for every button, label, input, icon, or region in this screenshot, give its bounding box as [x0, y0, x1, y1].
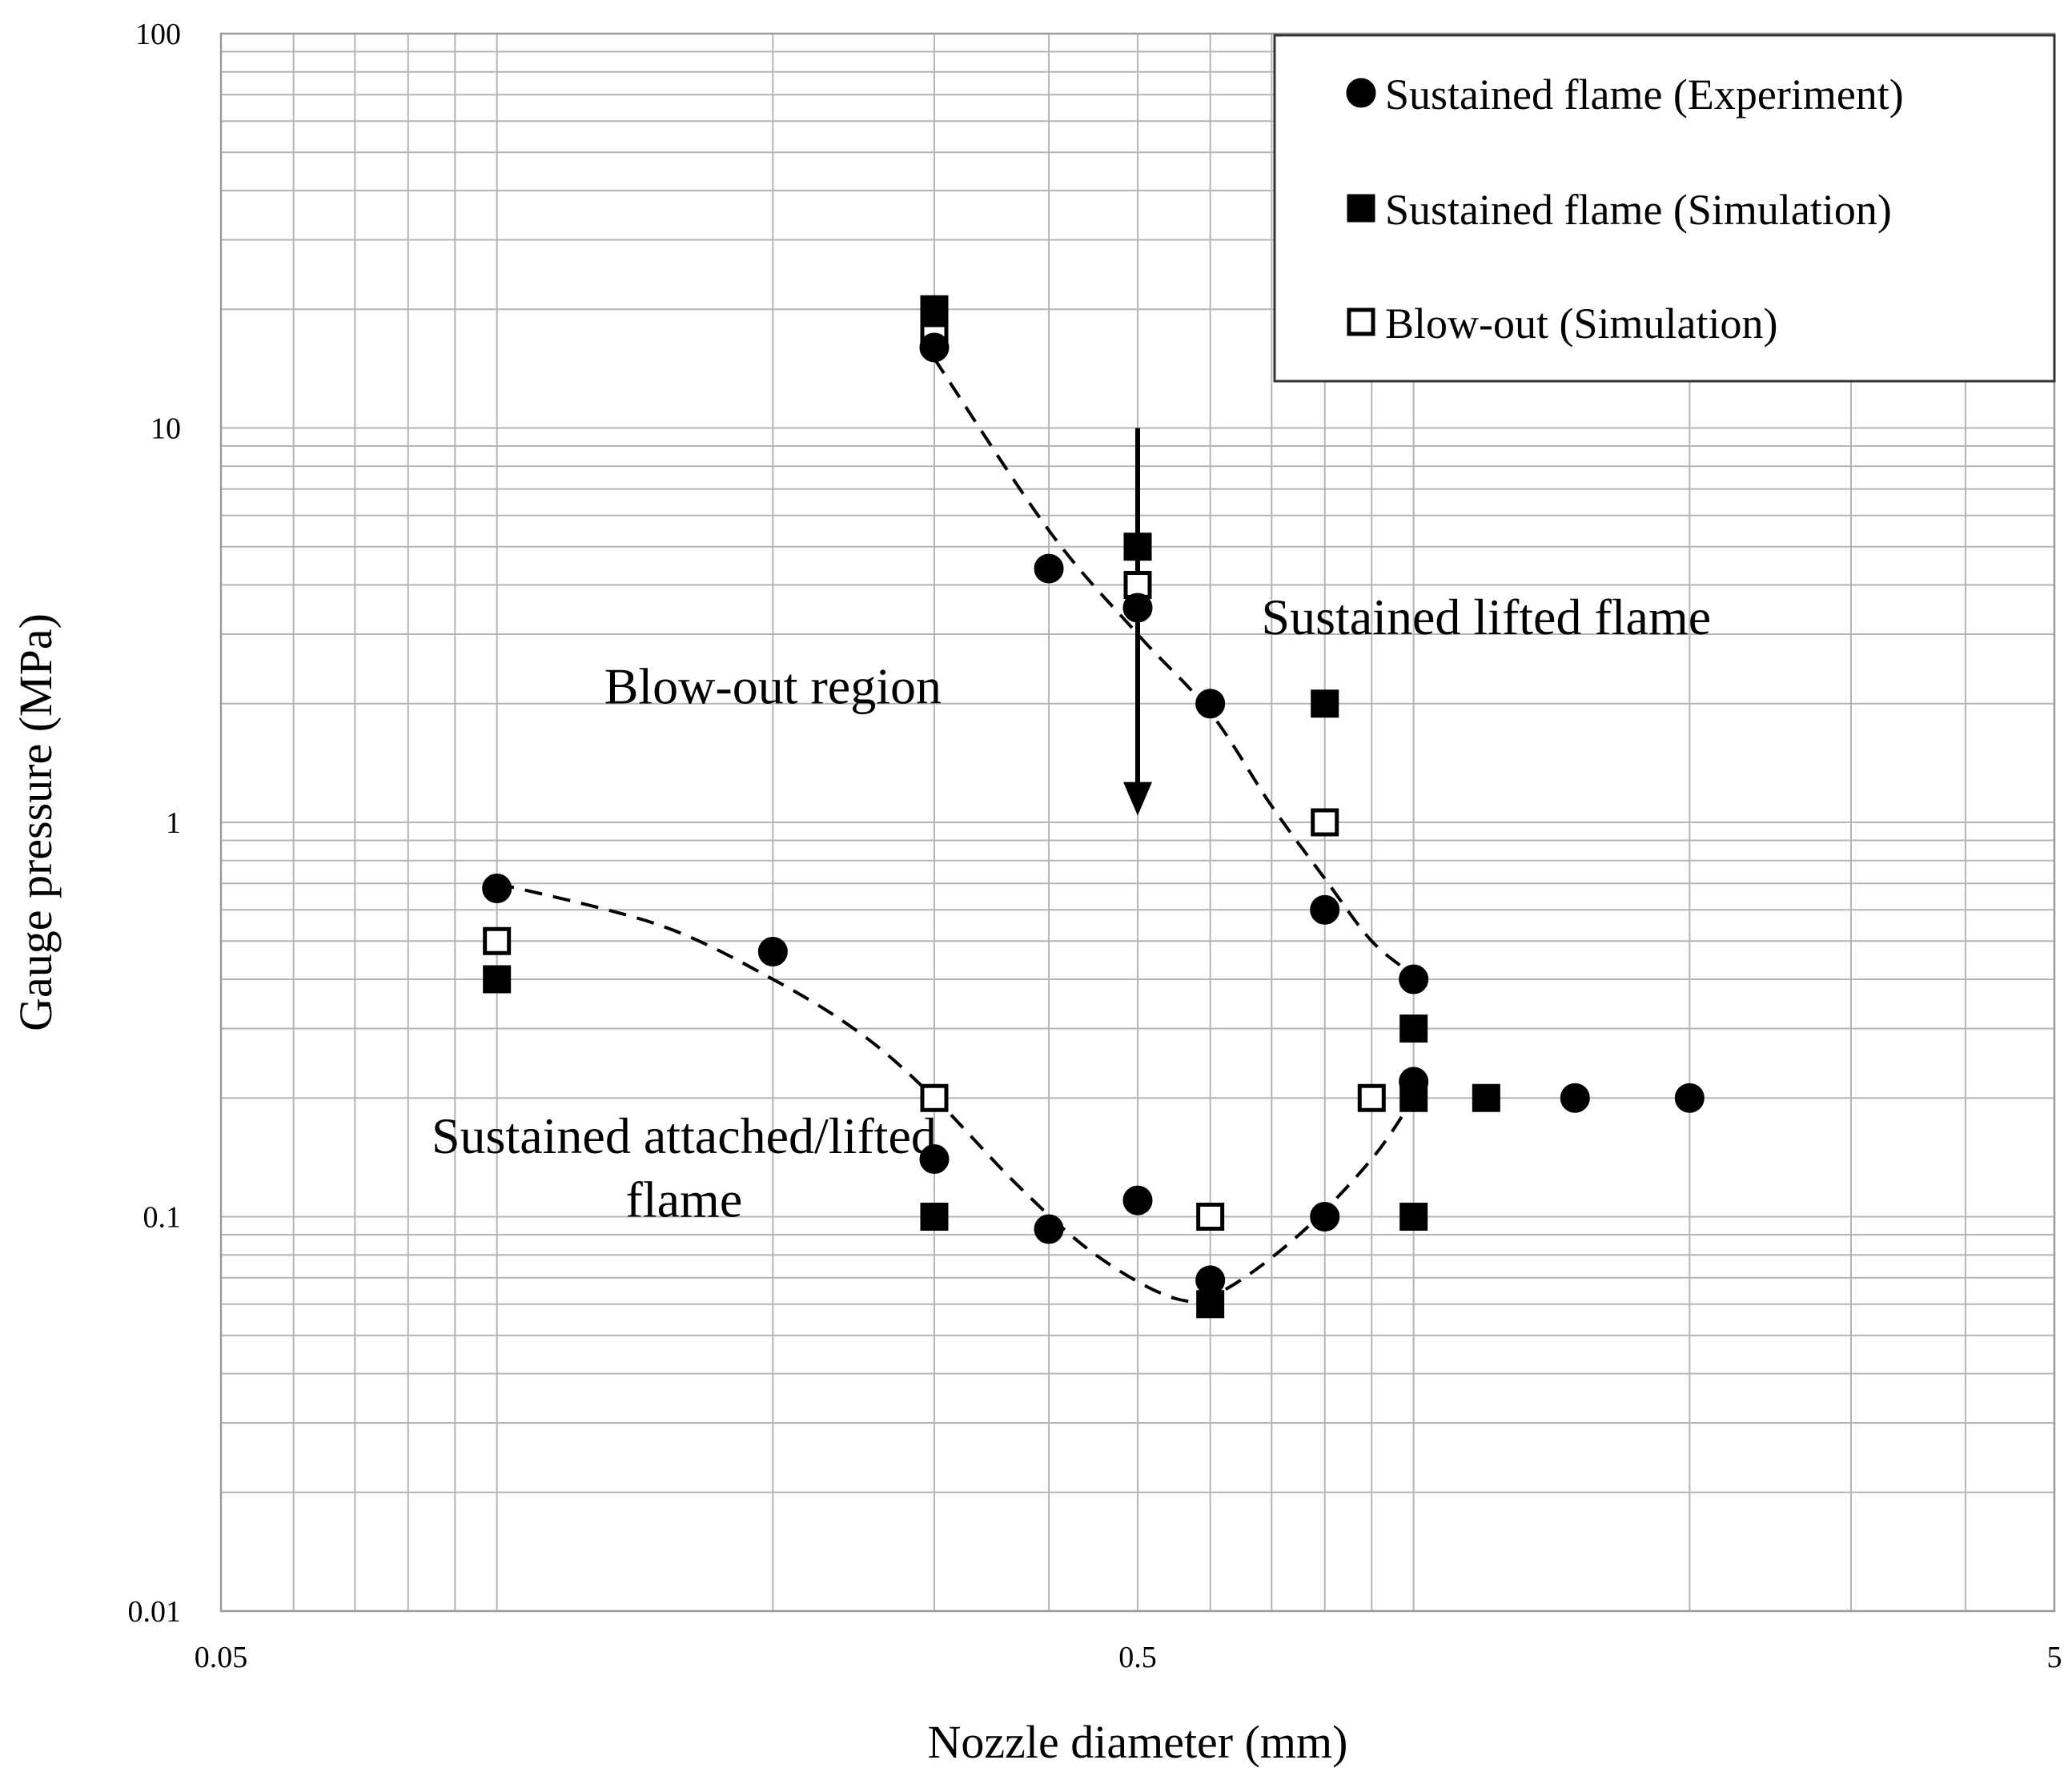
legend-label: Blow-out (Simulation) [1385, 299, 1777, 348]
simulation-sustained-point [920, 295, 949, 323]
experiment-point [1399, 1067, 1429, 1097]
simulation-sustained-point [1196, 1290, 1225, 1319]
trend-lines [496, 357, 1415, 1304]
legend-label: Sustained flame (Experiment) [1385, 70, 1904, 119]
region-annotation: Sustained lifted flame [1262, 589, 1712, 645]
simulation-sustained-point [1399, 1203, 1428, 1231]
experiment-point [1034, 553, 1064, 584]
plot-area-frame [219, 32, 2056, 1613]
experiment-point [1560, 1083, 1590, 1113]
y-tick-label: 1 [166, 806, 181, 840]
region-annotation: Sustained attached/lifted [432, 1107, 937, 1164]
region-annotations: Blow-out region Sustained lifted flame Sus… [432, 589, 1711, 1228]
experiment-point [1399, 964, 1429, 994]
y-tick-label: 0.1 [143, 1201, 182, 1235]
x-tick-label: 0.05 [195, 1641, 248, 1674]
experiment-point [1122, 593, 1153, 623]
legend-marker [1346, 78, 1376, 108]
x-tick-label: 5 [2047, 1641, 2062, 1674]
legend-marker [1347, 194, 1375, 223]
simulation-sustained-point [1311, 689, 1339, 718]
y-tick-label: 0.01 [128, 1595, 182, 1629]
simulation-sustained-point [1123, 532, 1152, 561]
experiment-point [919, 1144, 950, 1175]
experiment-point [482, 873, 512, 903]
experiment-point [1122, 1185, 1153, 1215]
experiment-point [1195, 689, 1226, 719]
experiment-point [1310, 1202, 1340, 1232]
dashed-trend-line [496, 882, 1415, 1304]
simulation-sustained-point [1399, 1015, 1428, 1043]
simulation-blowout-point [483, 926, 512, 955]
simulation-blowout-point [1311, 808, 1339, 837]
tick-labels: 0.01 0.1 1 10 100 0.05 0.5 5 [128, 18, 2062, 1674]
experiment-point [919, 332, 950, 363]
x-tick-label: 0.5 [1118, 1641, 1157, 1674]
simulation-sustained-point [920, 1203, 949, 1231]
experiment-point [1034, 1214, 1064, 1244]
region-annotation: Blow-out region [604, 658, 942, 715]
y-axis-title: Gauge pressure (MPa) [10, 613, 62, 1031]
experiment-point [1674, 1083, 1705, 1113]
region-annotation: flame [626, 1171, 743, 1228]
legend-box [1273, 34, 2056, 383]
legend-marker [1347, 307, 1375, 336]
y-tick-label: 10 [151, 412, 181, 446]
data-points [482, 295, 1705, 1319]
simulation-blowout-point [1196, 1203, 1225, 1231]
experiment-point [1310, 894, 1340, 925]
simulation-sustained-point [483, 965, 512, 994]
arrow-head [1123, 782, 1152, 816]
x-axis-title: Nozzle diameter (mm) [928, 1716, 1348, 1768]
experiment-point [757, 936, 788, 966]
simulation-blowout-point [920, 1083, 949, 1112]
legend-label: Sustained flame (Simulation) [1385, 186, 1892, 234]
legend: Sustained flame (Experiment) Sustained fl… [1273, 34, 2056, 383]
simulation-blowout-point [1357, 1083, 1386, 1112]
y-tick-label: 100 [135, 18, 181, 51]
simulation-sustained-point [1472, 1083, 1500, 1112]
dashed-trend-line [933, 357, 1415, 977]
experiment-point [1195, 1265, 1226, 1296]
